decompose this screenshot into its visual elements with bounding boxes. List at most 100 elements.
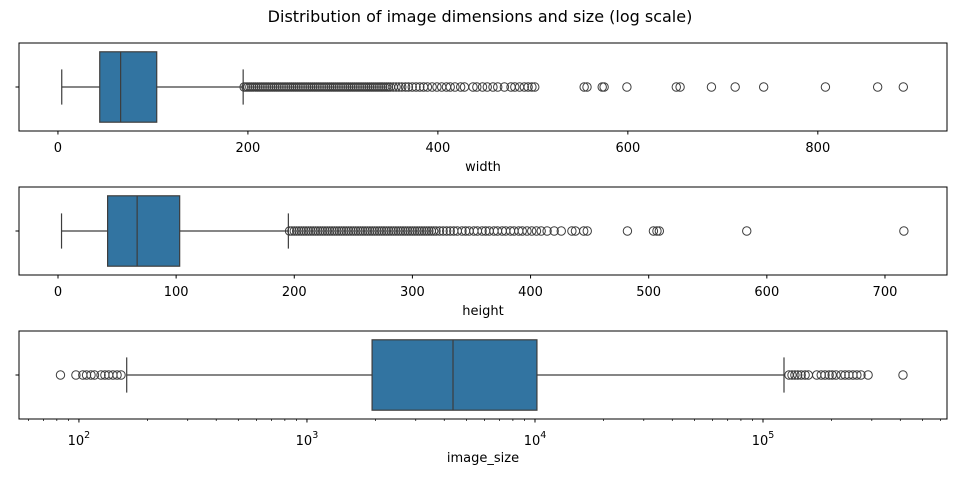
outlier-point <box>422 82 433 92</box>
x-tick-label: 104 <box>524 430 547 449</box>
outlier-point <box>530 82 540 92</box>
outlier-point <box>362 226 373 236</box>
outlier-point <box>622 226 633 236</box>
outlier-point <box>820 370 830 380</box>
outlier-point <box>523 82 533 92</box>
outlier-point <box>325 226 335 236</box>
panels: 0 200 400 600 800 width 0 100 200 300 400 500 600 700… <box>15 42 948 466</box>
outlier-point <box>374 226 385 236</box>
x-tick-label: 100 <box>164 285 189 300</box>
x-tick-label-base: 10 <box>524 434 541 449</box>
outlier-point <box>112 370 122 380</box>
outlier-point <box>441 226 452 236</box>
x-tick-label-base: 10 <box>68 434 85 449</box>
outlier-point <box>517 226 527 236</box>
outlier-point <box>836 370 846 380</box>
outlier-point <box>394 82 404 92</box>
x-tick-label-base: 10 <box>752 434 769 449</box>
outlier-point <box>308 226 318 236</box>
x-tick-label: 105 <box>752 430 775 449</box>
outlier-point <box>519 82 530 92</box>
outlier-point <box>343 226 354 236</box>
outlier-point <box>872 82 883 92</box>
outlier-point <box>468 82 478 92</box>
outlier-point <box>488 82 498 92</box>
outlier-point <box>863 370 873 380</box>
outlier-point <box>445 226 455 236</box>
outlier-point <box>411 82 421 92</box>
outlier-point <box>852 370 862 380</box>
outlier-point <box>527 226 537 236</box>
outlier-point <box>536 226 546 236</box>
outlier-point <box>542 226 552 236</box>
outlier-point <box>415 82 425 92</box>
outlier-point <box>336 226 347 236</box>
outlier-point <box>414 226 425 236</box>
outlier-point <box>339 226 349 236</box>
outlier-point <box>294 226 304 236</box>
outlier-point <box>654 226 665 236</box>
outlier-point <box>365 226 375 236</box>
outlier-point <box>400 226 411 236</box>
outlier-point <box>800 370 810 380</box>
x-tick-label: 0 <box>54 285 62 300</box>
outlier-point <box>549 226 559 236</box>
outlier-point <box>622 82 632 92</box>
outlier-point <box>398 226 408 236</box>
x-axis-label: width <box>465 160 501 175</box>
x-tick-label: 0 <box>54 141 62 156</box>
outlier-point <box>348 226 359 236</box>
outlier-point <box>384 226 394 236</box>
outlier-point <box>346 226 356 236</box>
outlier-point <box>450 82 460 92</box>
panel-height: 0 100 200 300 400 500 600 700 height <box>15 186 948 319</box>
outlier-point <box>730 82 740 92</box>
outlier-point <box>599 82 609 92</box>
outlier-point <box>299 226 309 236</box>
outlier-point <box>531 226 542 236</box>
outlier-point <box>831 370 841 380</box>
outlier-point <box>431 226 441 236</box>
outlier-point <box>381 226 392 236</box>
outlier-point <box>386 226 396 236</box>
outlier-point <box>291 226 302 236</box>
outlier-point <box>306 226 316 236</box>
outlier-point <box>322 226 333 236</box>
x-tick-label: 600 <box>754 285 779 300</box>
outlier-point <box>522 226 532 236</box>
outlier-point <box>284 226 295 236</box>
outlier-point <box>367 226 377 236</box>
outlier-point <box>582 226 592 236</box>
outlier-point <box>793 370 803 380</box>
outlier-point <box>397 82 407 92</box>
x-tick-label: 103 <box>296 430 319 449</box>
outlier-point <box>358 226 368 236</box>
outlier-point <box>445 82 455 92</box>
outlier-point <box>353 226 363 236</box>
outlier-point <box>407 82 417 92</box>
outlier-point <box>472 82 482 92</box>
outlier-point <box>438 226 448 236</box>
x-tick-label: 600 <box>615 141 640 156</box>
outlier-point <box>477 226 487 236</box>
outlier-point <box>556 226 566 236</box>
outlier-point <box>317 226 328 236</box>
outlier-point <box>410 226 420 236</box>
outlier-point <box>579 226 589 236</box>
outlier-point <box>351 226 361 236</box>
x-tick-label: 400 <box>425 141 450 156</box>
outlier-point <box>116 370 126 380</box>
outlier-point <box>648 226 659 236</box>
x-tick-label-exponent: 5 <box>768 430 774 441</box>
outliers <box>284 226 909 236</box>
outlier-point <box>567 226 577 236</box>
box <box>99 51 158 123</box>
outlier-point <box>758 82 769 92</box>
outlier-point <box>395 226 406 236</box>
outlier-point <box>329 226 340 236</box>
outlier-point <box>400 82 411 92</box>
outlier-point <box>71 370 81 380</box>
outlier-point <box>391 82 401 92</box>
